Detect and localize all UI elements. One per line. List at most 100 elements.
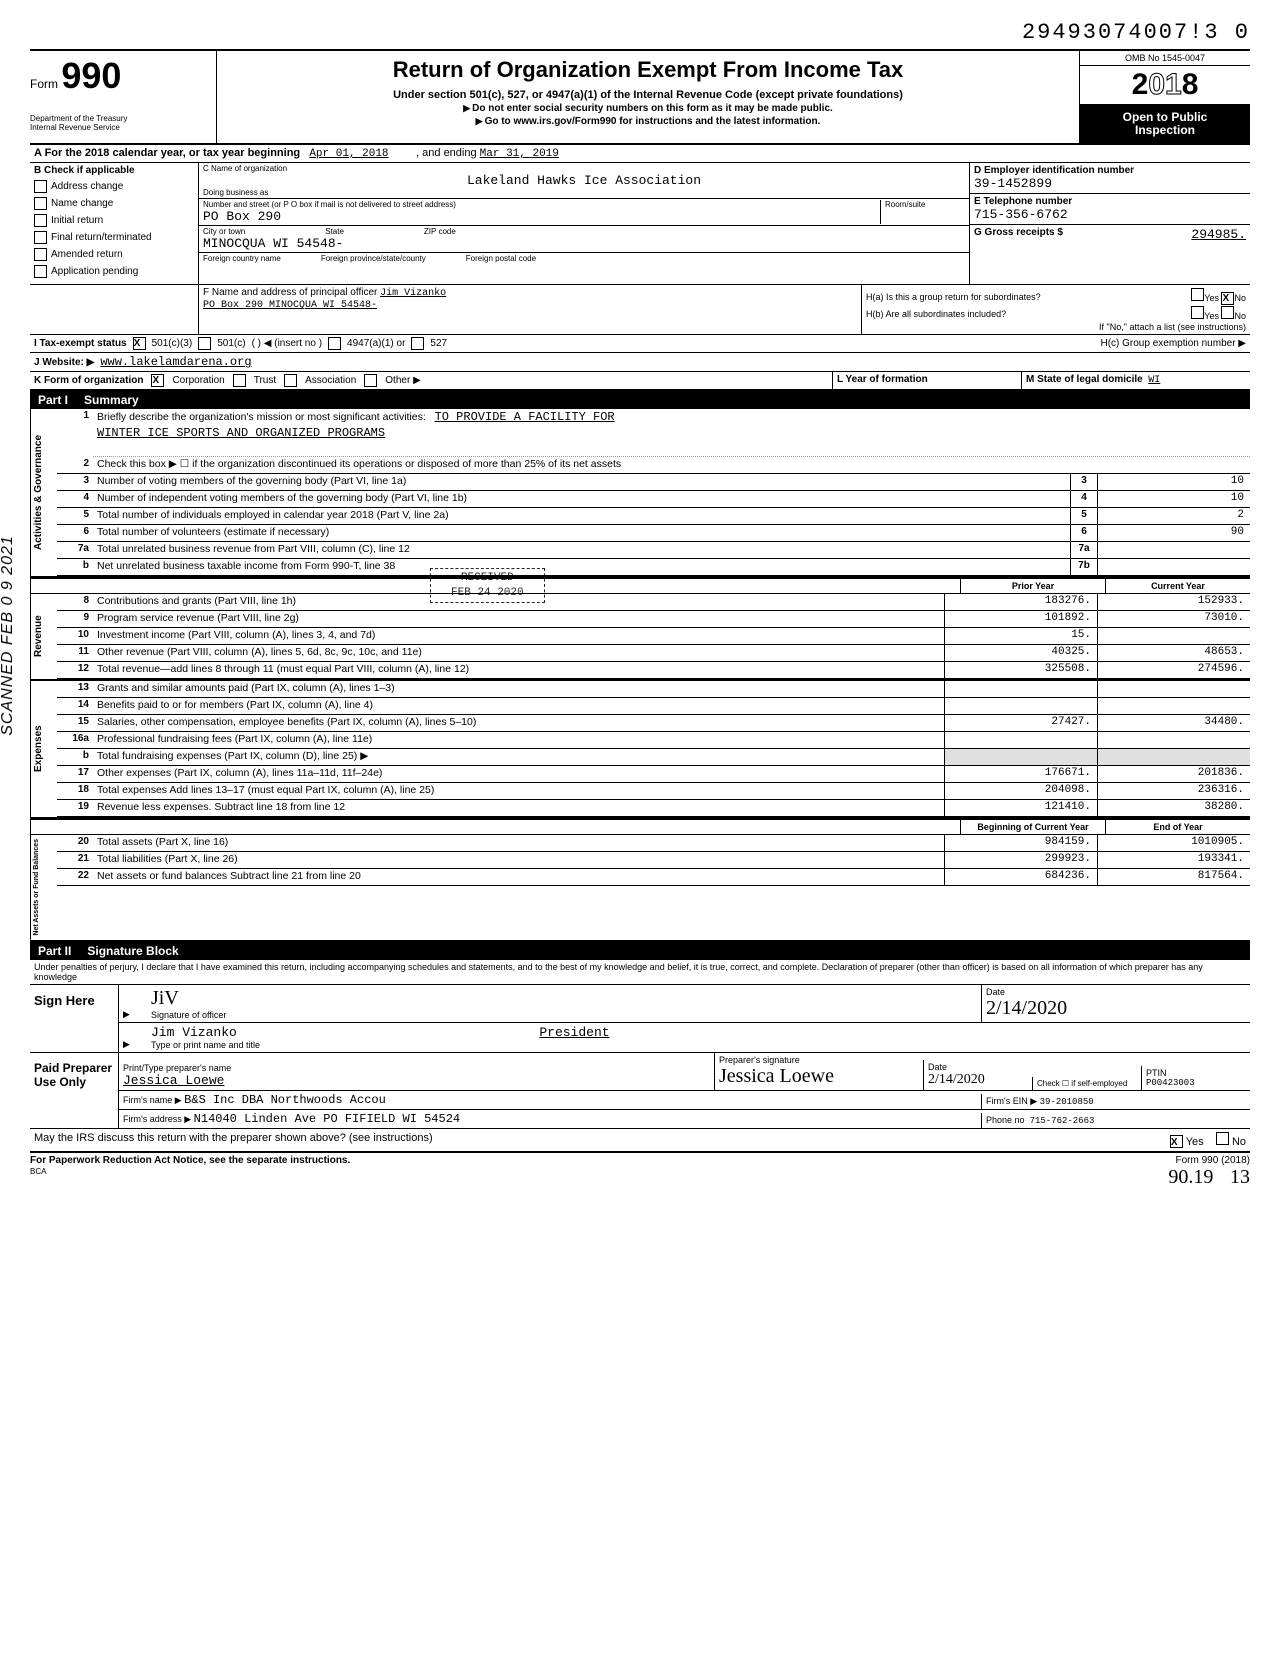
l1-mission-b: WINTER ICE SPORTS AND ORGANIZED PROGRAMS: [97, 426, 385, 440]
cb-address-change[interactable]: [34, 180, 47, 193]
row-a-label: A For the 2018 calendar year, or tax yea…: [34, 147, 300, 159]
l18-text: Total expenses Add lines 13–17 (must equ…: [93, 783, 944, 799]
l13-curr: [1097, 681, 1250, 697]
opt-501c: 501(c): [217, 338, 245, 349]
cb-501c[interactable]: [198, 337, 211, 350]
cb-hb-no[interactable]: [1221, 306, 1234, 319]
section-bcd: B Check if applicable Address change Nam…: [30, 163, 1250, 285]
firm-ein-label: Firm's EIN ▶: [986, 1096, 1037, 1106]
cb-527[interactable]: [411, 337, 424, 350]
prep-signature: Jessica Loewe: [719, 1065, 919, 1088]
perjury-text: Under penalties of perjury, I declare th…: [30, 960, 1250, 985]
cb-amended-return[interactable]: [34, 248, 47, 261]
m-label: M State of legal domicile: [1026, 374, 1143, 385]
part2-title: Part II: [38, 944, 71, 958]
cb-discuss-yes[interactable]: [1170, 1135, 1183, 1148]
cb-ha-no[interactable]: [1221, 292, 1234, 305]
vlabel-revenue: Revenue: [30, 594, 57, 679]
l10-text: Investment income (Part VIII, column (A)…: [93, 628, 944, 644]
tel-label: E Telephone number: [974, 196, 1072, 207]
l21-text: Total liabilities (Part X, line 26): [93, 852, 944, 868]
l4-text: Number of independent voting members of …: [93, 491, 1070, 507]
opt-4947: 4947(a)(1) or: [347, 338, 405, 349]
l7a-val: [1097, 542, 1250, 558]
gross-label: G Gross receipts $: [974, 227, 1063, 238]
city-label: City or town: [203, 227, 245, 236]
l16b-prior: [944, 749, 1097, 765]
cb-other[interactable]: [364, 374, 377, 387]
l9-text: Program service revenue (Part VIII, line…: [93, 611, 944, 627]
l13-text: Grants and similar amounts paid (Part IX…: [93, 681, 944, 697]
l6-val: 90: [1097, 525, 1250, 541]
l22-end: 817564.: [1097, 869, 1250, 885]
org-address: PO Box 290: [203, 209, 880, 224]
footer-bca: BCA: [30, 1167, 46, 1176]
l14-text: Benefits paid to or for members (Part IX…: [93, 698, 944, 714]
firm-name: B&S Inc DBA Northwoods Accou: [184, 1093, 386, 1107]
prep-name-label: Print/Type preparer's name: [123, 1063, 710, 1073]
lbl-final-return: Final return/terminated: [51, 232, 152, 243]
l20-end: 1010905.: [1097, 835, 1250, 851]
page-footer: For Paperwork Reduction Act Notice, see …: [30, 1153, 1250, 1191]
gross-value: 294985.: [1191, 227, 1246, 242]
cb-assoc[interactable]: [284, 374, 297, 387]
cb-hb-yes[interactable]: [1191, 306, 1204, 319]
scanned-stamp: SCANNED FEB 0 9 2021: [0, 535, 17, 736]
omb-number: OMB No 1545-0047: [1080, 51, 1250, 66]
col-current: Current Year: [1105, 579, 1250, 593]
cb-application-pending[interactable]: [34, 265, 47, 278]
cb-501c3[interactable]: [133, 337, 146, 350]
part1-header: Part I Summary: [30, 391, 1250, 409]
hint-2: Go to www.irs.gov/Form990 for instructio…: [225, 116, 1071, 127]
l18-curr: 236316.: [1097, 783, 1250, 799]
cb-corp[interactable]: [151, 374, 164, 387]
row-i: I Tax-exempt status 501(c)(3) 501(c) ( )…: [30, 335, 1250, 353]
vlabel-expenses: Expenses: [30, 681, 57, 817]
opt-527: 527: [430, 338, 447, 349]
l12-prior: 325508.: [944, 662, 1097, 678]
l19-curr: 38280.: [1097, 800, 1250, 816]
stamp-l1: RECEIVED: [451, 571, 524, 585]
cb-4947[interactable]: [328, 337, 341, 350]
cb-discuss-no[interactable]: [1216, 1132, 1229, 1145]
col-deg: D Employer identification number 39-1452…: [970, 163, 1250, 284]
l17-text: Other expenses (Part IX, column (A), lin…: [93, 766, 944, 782]
footer-left: For Paperwork Reduction Act Notice, see …: [30, 1155, 350, 1166]
sign-here-label: Sign Here: [30, 985, 119, 1052]
l13-prior: [944, 681, 1097, 697]
cb-name-change[interactable]: [34, 197, 47, 210]
ptin-value: P00423003: [1146, 1078, 1246, 1088]
opt-corp: Corporation: [172, 375, 224, 386]
opt-insert: ( ) ◀ (insert no ): [252, 338, 322, 349]
l1-mission-a: TO PROVIDE A FACILITY FOR: [435, 410, 615, 424]
col-c: C Name of organization Lakeland Hawks Ic…: [199, 163, 970, 284]
opt-trust: Trust: [254, 375, 276, 386]
sign-date-label: Date: [986, 987, 1246, 997]
l19-prior: 121410.: [944, 800, 1097, 816]
officer-signature: JiV: [151, 987, 977, 1010]
l8-prior: 183276.: [944, 594, 1097, 610]
begin-date: Apr 01, 2018: [309, 148, 388, 160]
preparer-label: Paid Preparer Use Only: [30, 1053, 119, 1128]
fs-label: Foreign province/state/county: [321, 254, 426, 263]
ein-value: 39-1452899: [974, 176, 1052, 191]
opt-other: Other ▶: [385, 375, 420, 386]
cb-initial-return[interactable]: [34, 214, 47, 227]
cb-ha-yes[interactable]: [1191, 288, 1204, 301]
ptin-label: PTIN: [1146, 1068, 1246, 1078]
cb-trust[interactable]: [233, 374, 246, 387]
l14-curr: [1097, 698, 1250, 714]
discuss-yes: Yes: [1186, 1136, 1204, 1148]
cb-final-return[interactable]: [34, 231, 47, 244]
h-b: H(b) Are all subordinates included?: [866, 309, 1006, 319]
sign-here-block: Sign Here ▶ JiV Signature of officer Dat…: [30, 985, 1250, 1053]
fc-label: Foreign country name: [203, 254, 281, 263]
row-i-label: I Tax-exempt status: [34, 338, 127, 349]
lbl-name-change: Name change: [51, 198, 113, 209]
lbl-application-pending: Application pending: [51, 266, 138, 277]
l8-curr: 152933.: [1097, 594, 1250, 610]
l16a-prior: [944, 732, 1097, 748]
l4-val: 10: [1097, 491, 1250, 507]
lbl-address-change: Address change: [51, 181, 123, 192]
l10-prior: 15.: [944, 628, 1097, 644]
